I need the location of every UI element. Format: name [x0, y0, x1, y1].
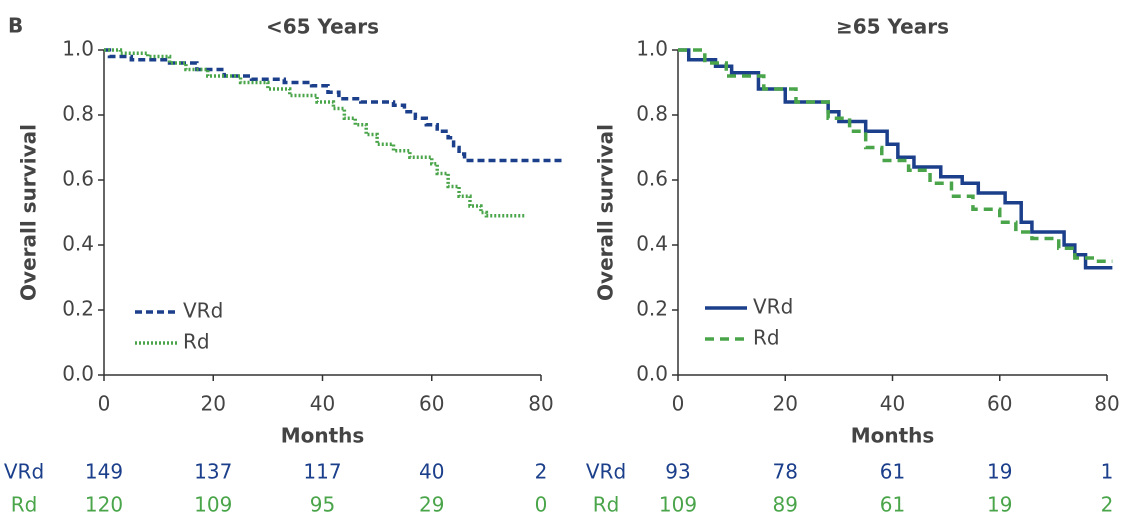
x-tick-label: 40 [310, 392, 335, 416]
y-tick-label: 1.0 [636, 37, 668, 61]
y-tick-label: 0.0 [62, 362, 94, 386]
x-tick-label: 20 [773, 392, 798, 416]
x-axis-label: Months [281, 424, 365, 448]
x-tick-label: 60 [419, 392, 444, 416]
legend-label: Rd [183, 330, 210, 354]
y-tick-label: 0.6 [62, 167, 94, 191]
chart-title: ≥65 Years [836, 15, 949, 39]
at-risk-value: 149 [85, 460, 123, 484]
at-risk-value: 61 [880, 460, 905, 484]
at-risk-value: 29 [419, 493, 444, 517]
at-risk-value: 93 [665, 460, 690, 484]
x-axis-label: Months [851, 424, 935, 448]
survival-curve [104, 48, 563, 163]
at-risk-value: 1 [1101, 460, 1114, 484]
at-risk-label: Rd [11, 493, 38, 517]
legend-label: VRd [183, 299, 223, 323]
at-risk-value: 117 [303, 460, 341, 484]
y-tick-label: 1.0 [62, 37, 94, 61]
x-tick-label: 60 [987, 392, 1012, 416]
y-tick-label: 0.0 [636, 362, 668, 386]
panel-label: B [8, 14, 23, 38]
at-risk-value: 78 [773, 460, 798, 484]
at-risk-value: 0 [535, 493, 548, 517]
at-risk-value: 61 [880, 493, 905, 517]
x-tick-label: 80 [1094, 392, 1119, 416]
x-tick-label: 80 [528, 392, 553, 416]
y-axis-label: Overall survival [594, 124, 618, 301]
survival-curve [104, 48, 525, 218]
at-risk-value: 120 [85, 493, 123, 517]
y-tick-label: 0.4 [636, 232, 668, 256]
at-risk-value: 109 [659, 493, 697, 517]
chart-title: <65 Years [266, 15, 379, 39]
at-risk-value: 19 [987, 493, 1012, 517]
legend-label: VRd [753, 295, 793, 319]
at-risk-value: 2 [1101, 493, 1114, 517]
at-risk-value: 95 [310, 493, 335, 517]
at-risk-label: Rd [593, 493, 620, 517]
y-tick-label: 0.8 [62, 102, 94, 126]
survival-curve [678, 48, 1113, 270]
at-risk-value: 19 [987, 460, 1012, 484]
at-risk-value: 2 [535, 460, 548, 484]
x-tick-label: 0 [98, 392, 111, 416]
y-tick-label: 0.2 [62, 297, 94, 321]
y-axis-label: Overall survival [17, 124, 41, 301]
at-risk-label: VRd [586, 460, 626, 484]
x-tick-label: 0 [672, 392, 685, 416]
survival-curve [678, 48, 1113, 263]
y-tick-label: 0.6 [636, 167, 668, 191]
x-tick-label: 20 [201, 392, 226, 416]
at-risk-value: 109 [194, 493, 232, 517]
x-tick-label: 40 [880, 392, 905, 416]
y-tick-label: 0.4 [62, 232, 94, 256]
at-risk-value: 40 [419, 460, 444, 484]
y-tick-label: 0.2 [636, 297, 668, 321]
at-risk-value: 89 [773, 493, 798, 517]
y-tick-label: 0.8 [636, 102, 668, 126]
at-risk-value: 137 [194, 460, 232, 484]
legend-label: Rd [753, 326, 780, 350]
at-risk-label: VRd [4, 460, 44, 484]
